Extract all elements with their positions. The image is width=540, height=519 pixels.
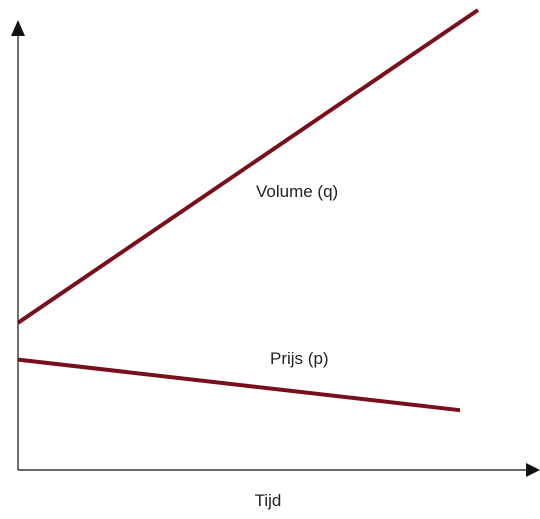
- x-axis-arrow-icon: [526, 463, 540, 477]
- series-line-prijs: [17, 357, 461, 413]
- x-axis-label: Tijd: [255, 491, 282, 510]
- y-axis-arrow-icon: [11, 20, 25, 36]
- series-label-prijs: Prijs (p): [270, 349, 329, 368]
- series-label-volume: Volume (q): [256, 182, 338, 201]
- series-line-volume: [16, 8, 480, 325]
